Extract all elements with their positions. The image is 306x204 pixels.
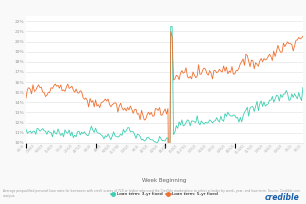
Text: credible: credible [265,193,300,202]
Legend: Loan term: 3-yr fixed, Loan term: 5-yr fixed: Loan term: 3-yr fixed, Loan term: 5-yr f… [109,191,220,198]
Text: Average prequalified personal loan rates for borrowers with credit scores of 720: Average prequalified personal loan rates… [3,189,300,198]
Text: Week Beginning: Week Beginning [142,178,187,183]
